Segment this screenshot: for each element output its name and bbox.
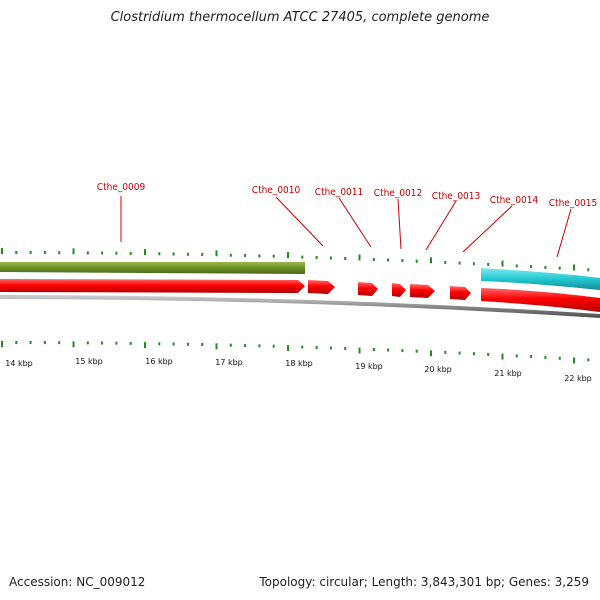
kbp-label-14: 14 kbp: [5, 359, 33, 368]
kbp-label-20: 20 kbp: [424, 365, 452, 374]
gene-label-cthe-0010: Cthe_0010: [252, 185, 301, 196]
gene-arrow-cthe-0009: [0, 279, 305, 293]
leader-line-cthe-0014: [462, 205, 513, 253]
leader-line-cthe-0013: [425, 200, 457, 251]
gene-label-cthe-0012: Cthe_0012: [374, 188, 422, 199]
gene-arrow-cthe-0010: [308, 280, 335, 294]
kbp-label-19: 19 kbp: [355, 362, 383, 371]
gene-arrow-cthe-0014: [450, 286, 471, 300]
gene-label-cthe-0015: Cthe_0015: [549, 198, 597, 209]
leader-line-cthe-0012: [397, 198, 402, 250]
lower-tick-marks: [1, 341, 590, 364]
gene-arrow-cthe-0012: [392, 283, 406, 297]
kbp-label-21: 21 kbp: [494, 369, 522, 378]
accession-text: Accession: NC_009012: [9, 575, 146, 589]
upper-tick-marks: [1, 248, 590, 272]
gene-label-cthe-0013: Cthe_0013: [432, 191, 480, 202]
gene-label-cthe-0009: Cthe_0009: [97, 182, 146, 193]
leader-line-cthe-0015: [556, 208, 572, 258]
gene-arrow-cthe-0011: [358, 282, 378, 296]
gene-labels: Cthe_0009 Cthe_0010 Cthe_0011 Cthe_0012 …: [97, 182, 597, 258]
gene-arrow-cthe-0013: [410, 284, 435, 298]
kbp-label-22: 22 kbp: [564, 374, 592, 383]
gene-arrow-cthe-0015: [481, 288, 600, 312]
leader-line-cthe-0010: [275, 196, 324, 247]
kbp-label-18: 18 kbp: [285, 359, 313, 368]
gene-label-cthe-0014: Cthe_0014: [490, 195, 539, 206]
genome-backbone: [0, 295, 600, 318]
map-title: Clostridium thermocellum ATCC 27405, com…: [110, 10, 490, 25]
genome-summary-text: Topology: circular; Length: 3,843,301 bp…: [259, 575, 589, 589]
cyan-feature-track: [481, 268, 600, 290]
gene-label-cthe-0011: Cthe_0011: [315, 187, 363, 198]
kbp-label-16: 16 kbp: [145, 357, 173, 366]
leader-line-cthe-0011: [338, 197, 372, 248]
kbp-label-15: 15 kbp: [75, 357, 103, 366]
kbp-scale-labels: 14 kbp 15 kbp 16 kbp 17 kbp 18 kbp 19 kb…: [5, 357, 592, 383]
olive-feature-track: [0, 262, 305, 274]
kbp-label-17: 17 kbp: [215, 358, 243, 367]
